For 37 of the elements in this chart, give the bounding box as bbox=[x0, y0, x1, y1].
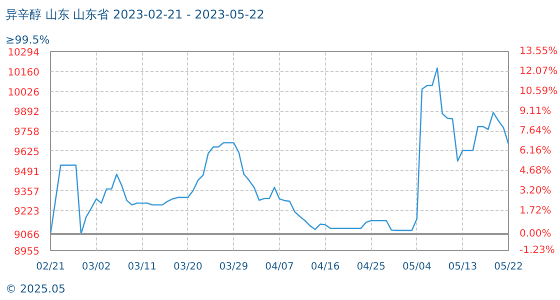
chart-title: 异辛醇 山东 山东省 2023-02-21 - 2023-05-22 bbox=[6, 8, 264, 22]
y2-tick-label: -1.23% bbox=[520, 245, 555, 256]
y2-tick-label: 0.00% bbox=[520, 228, 552, 240]
y-tick-label: 9625 bbox=[14, 146, 40, 158]
x-tick-label: 03/20 bbox=[173, 262, 202, 272]
text: © 2025.05 bbox=[6, 282, 66, 296]
y2-tick-label: 10.59% bbox=[520, 86, 558, 97]
line-series bbox=[50, 67, 508, 235]
y-tick-label: 8955 bbox=[14, 246, 40, 258]
x-tick-label: 04/25 bbox=[356, 262, 386, 272]
x-tick-label: 05/04 bbox=[402, 262, 432, 272]
y-tick-label: 10026 bbox=[8, 87, 40, 98]
x-tick-label: 03/02 bbox=[82, 262, 111, 272]
y-tick-label: 10160 bbox=[8, 67, 40, 78]
y2-tick-label: 1.72% bbox=[520, 205, 552, 216]
y2-tick-label: 4.68% bbox=[520, 165, 552, 176]
y2-tick-label: 7.64% bbox=[520, 126, 552, 137]
x-tick-label: 04/07 bbox=[265, 262, 294, 272]
y2-tick-label: 13.55% bbox=[520, 46, 558, 57]
y-tick-label: 9223 bbox=[14, 206, 40, 218]
x-tick-label: 05/22 bbox=[494, 262, 523, 272]
y-tick-label: 9066 bbox=[14, 230, 40, 242]
y-tick-label: 9491 bbox=[14, 166, 40, 178]
y-tick-label: 10294 bbox=[8, 48, 40, 58]
x-tick-label: 03/29 bbox=[219, 262, 248, 272]
x-tick-label: 03/11 bbox=[128, 262, 157, 272]
y2-tick-label: 3.20% bbox=[520, 185, 552, 196]
y2-tick-label: 6.16% bbox=[520, 146, 552, 156]
x-tick-label: 05/13 bbox=[448, 262, 478, 272]
y2-tick-label: 9.11% bbox=[520, 106, 552, 117]
y2-tick-label: 12.07% bbox=[520, 66, 558, 77]
y-tick-label: 9357 bbox=[14, 186, 40, 198]
y-tick-label: 9892 bbox=[14, 107, 40, 118]
chart-subtitle: ≥99.5% bbox=[6, 34, 50, 46]
x-tick-label: 02/21 bbox=[36, 262, 65, 272]
x-tick-label: 04/16 bbox=[310, 262, 340, 272]
y-tick-label: 9758 bbox=[14, 127, 40, 138]
